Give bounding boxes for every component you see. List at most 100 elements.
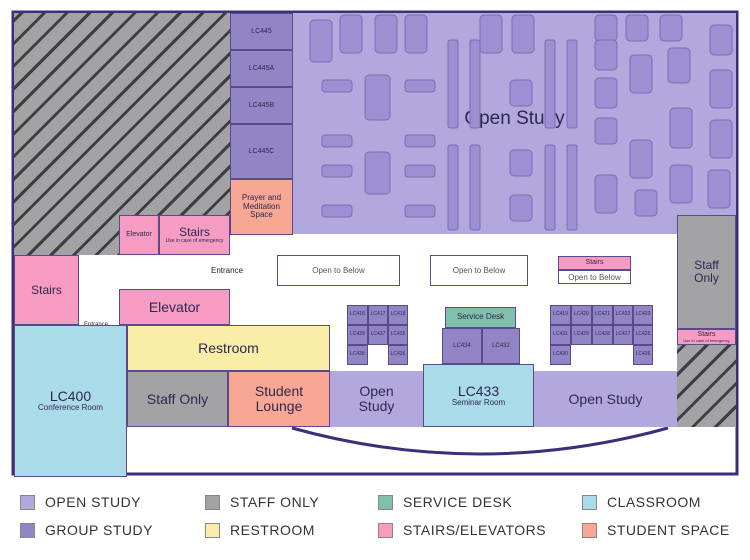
room-lc428[interactable]: LC428: [592, 325, 613, 345]
room-lc437[interactable]: LC437: [368, 325, 388, 345]
legend-label: OPEN STUDY: [45, 494, 142, 510]
hatched-area-top-left: [14, 13, 230, 255]
stairs-top-label: Stairs: [179, 225, 210, 240]
room-lc420[interactable]: LC420: [571, 305, 592, 325]
legend-label: STUDENT SPACE: [607, 522, 730, 538]
open-to-below-3: Open to Below: [558, 270, 631, 284]
stairs-left-label: Stairs: [31, 282, 62, 297]
room-lc422-label: LC422: [615, 311, 631, 318]
room-lc418[interactable]: LC418: [388, 305, 408, 325]
room-lc439[interactable]: LC439: [347, 325, 368, 345]
staff-only-bottom-label: Staff Only: [146, 390, 209, 407]
room-lc445a[interactable]: LC445A: [230, 50, 293, 87]
room-lc421[interactable]: LC421: [592, 305, 613, 325]
legend-label: CLASSROOM: [607, 494, 701, 510]
room-lc434-label: LC434: [453, 342, 471, 349]
room-lc417[interactable]: LC417: [368, 305, 388, 325]
room-lc426[interactable]: LC426: [633, 345, 653, 365]
room-lc423-label: LC423: [635, 311, 651, 318]
room-lc417-label: LC417: [370, 311, 386, 318]
elevator-small-label: Elevator: [126, 231, 152, 239]
legend-item: SERVICE DESK: [378, 494, 512, 510]
room-lc400-sub: Conference Room: [38, 403, 103, 413]
room-lc432-label: LC432: [492, 342, 510, 349]
room-lc428-label: LC428: [595, 331, 610, 338]
legend-swatch: [205, 494, 220, 510]
staff-only-right: Staff Only: [677, 215, 736, 329]
service-desk[interactable]: Service Desk: [445, 307, 516, 328]
stairs-right-small[interactable]: Stairs: [558, 256, 631, 270]
elevator-left-label: Elevator: [148, 298, 201, 315]
room-lc439-label: LC439: [350, 331, 365, 338]
room-lc445c-label: LC445C: [248, 147, 275, 155]
stairs-right-small-label: Stairs: [585, 259, 604, 267]
room-lc445[interactable]: LC445: [230, 13, 293, 50]
room-lc445a-label: LC445A: [248, 64, 275, 72]
stairs-left[interactable]: Stairs: [14, 255, 79, 325]
elevator-small[interactable]: Elevator: [119, 215, 159, 255]
legend-label: GROUP STUDY: [45, 522, 153, 538]
floor-plan: Open Study: [11, 10, 739, 477]
legend-swatch: [378, 522, 393, 538]
legend-label: STAIRS/ELEVATORS: [403, 522, 547, 538]
legend-item: STAFF ONLY: [205, 494, 319, 510]
room-lc419[interactable]: LC419: [550, 305, 571, 325]
open-study-main[interactable]: Open Study: [293, 13, 736, 234]
open-study-left[interactable]: Open Study: [330, 371, 423, 427]
room-lc434[interactable]: LC434: [442, 328, 482, 364]
room-lc420-label: LC420: [574, 311, 589, 318]
room-lc423[interactable]: LC423: [633, 305, 653, 325]
room-lc430[interactable]: LC430: [550, 345, 571, 365]
legend-item: RESTROOM: [205, 522, 315, 538]
room-lc433-sub: Seminar Room: [451, 397, 506, 407]
student-lounge[interactable]: Student Lounge: [228, 371, 330, 427]
restroom[interactable]: Restroom: [127, 325, 330, 371]
prayer-meditation-label: Prayer and Meditation Space: [241, 193, 282, 220]
room-lc419-label: LC419: [553, 311, 568, 318]
room-lc429[interactable]: LC429: [571, 325, 592, 345]
open-study-right[interactable]: Open Study: [534, 371, 677, 427]
room-lc445b[interactable]: LC445B: [230, 87, 293, 124]
room-lc418-label: LC418: [390, 311, 406, 318]
service-desk-label: Service Desk: [456, 312, 505, 322]
room-lc425-label: LC425: [635, 331, 651, 338]
legend-swatch: [582, 494, 597, 510]
room-lc445c[interactable]: LC445C: [230, 124, 293, 179]
room-lc421-label: LC421: [595, 311, 610, 318]
room-lc416-label: LC416: [350, 311, 365, 318]
room-lc433-label: LC433: [457, 382, 500, 399]
restroom-label: Restroom: [198, 339, 259, 356]
room-lc435[interactable]: LC435: [388, 325, 408, 345]
room-lc400[interactable]: LC400 Conference Room: [14, 325, 127, 477]
room-lc431[interactable]: LC431: [550, 325, 571, 345]
open-to-below-1: Open to Below: [277, 255, 400, 286]
legend-label: STAFF ONLY: [230, 494, 320, 510]
legend-item: STAIRS/ELEVATORS: [378, 522, 546, 538]
legend-label: RESTROOM: [230, 522, 315, 538]
room-lc433[interactable]: LC433 Seminar Room: [423, 364, 534, 427]
room-lc429-label: LC429: [574, 331, 589, 338]
room-lc426-label: LC426: [635, 351, 651, 358]
room-lc422[interactable]: LC422: [613, 305, 633, 325]
room-lc425[interactable]: LC425: [633, 325, 653, 345]
stairs-right-label: Stairs: [697, 331, 716, 339]
room-lc427[interactable]: LC427: [613, 325, 633, 345]
entrance-top-label[interactable]: Entrance: [211, 266, 244, 275]
prayer-meditation-space[interactable]: Prayer and Meditation Space: [230, 179, 293, 235]
room-lc416[interactable]: LC416: [347, 305, 368, 325]
room-lc432[interactable]: LC432: [482, 328, 520, 364]
legend-swatch: [20, 494, 35, 510]
room-lc438[interactable]: LC438: [347, 345, 368, 365]
room-lc436[interactable]: LC436: [388, 345, 408, 365]
open-study-main-label: Open Study: [464, 107, 565, 129]
legend-swatch: [378, 494, 393, 510]
legend-swatch: [205, 522, 220, 538]
legend-item: STUDENT SPACE: [582, 522, 730, 538]
elevator-left[interactable]: Elevator: [119, 289, 230, 325]
map-legend: OPEN STUDY STAFF ONLY SERVICE DESK CLASS…: [0, 488, 750, 558]
room-lc427-label: LC427: [615, 331, 631, 338]
stairs-right[interactable]: Stairs Use in case of emergency: [677, 329, 736, 345]
room-lc445-label: LC445: [251, 27, 272, 35]
stairs-top[interactable]: Stairs Use in case of emergency: [159, 215, 230, 255]
student-lounge-label: Student Lounge: [254, 383, 304, 414]
